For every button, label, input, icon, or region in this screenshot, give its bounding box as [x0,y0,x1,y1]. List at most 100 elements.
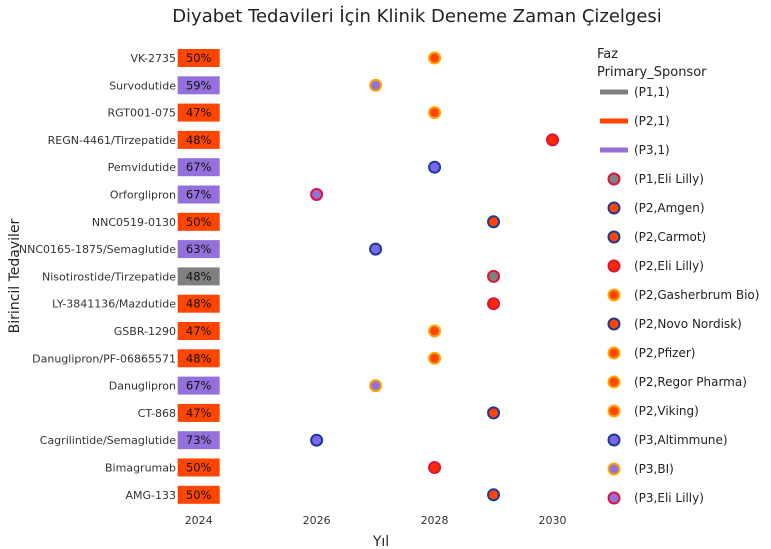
marker-point [487,215,501,229]
row-label: Survodutide [109,79,176,92]
phase-bar [177,349,220,368]
x-tick-label: 2030 [539,514,567,527]
x-axis-label: Yıl [372,534,389,549]
percent-label: 50% [186,488,212,502]
row-label: Pemvidutide [108,161,177,174]
legend-entry-label: (P2,Pfizer) [634,346,695,360]
x-tick-label: 2026 [303,514,331,527]
marker-point [428,351,442,365]
legend-entry-label: (P2,Regor Pharma) [634,375,747,389]
legend-entry-label: (P1,1) [634,85,670,99]
percent-label: 67% [186,188,212,202]
marker-point [546,133,560,147]
legend-marker-swatch [607,259,621,273]
x-tick-label: 2024 [185,514,213,527]
phase-bar [177,485,220,504]
percent-label: 63% [186,242,212,256]
chart-title: Diyabet Tedavileri İçin Klinik Deneme Za… [172,6,662,27]
percent-label: 47% [186,106,212,120]
marker-point [428,51,442,65]
row-label: REGN-4461/Tirzepatide [48,134,177,147]
phase-bar [177,431,220,450]
legend: Faz Primary_Sponsor (P1,1) (P2,1) (P3,1) (P1,… [597,47,759,505]
percent-label: 67% [186,160,212,174]
phase-bar [177,130,220,149]
row-label: NNC0519-0130 [92,216,176,229]
phase-bar [177,376,220,395]
legend-marker-swatch [607,462,621,476]
marker-point [428,461,442,474]
row-label: LY-3841136/Mazdutide [52,298,176,311]
marker-point [487,488,501,502]
legend-marker-swatch [607,230,621,244]
phase-bar [177,49,220,67]
row-label: Danuglipron [109,380,176,393]
phase-bar [177,322,220,340]
percent-label: 50% [186,215,212,229]
phase-bar [177,403,220,422]
phase-bar [177,158,220,177]
row-label: Cagrilintide/Semaglutide [40,434,176,447]
legend-marker-swatch [607,491,621,505]
percent-label: 67% [186,379,212,393]
legend-marker-swatch [607,404,621,418]
percent-label: 47% [186,406,212,420]
percent-label: 48% [186,351,212,365]
percent-label: 48% [186,133,212,147]
marker-point [487,269,501,283]
marker-point [487,406,501,420]
marker-point [369,78,383,92]
phase-bar [177,240,220,259]
marker-point [369,379,383,393]
legend-marker-swatch [607,172,621,186]
phase-bar [177,458,220,477]
x-ticks: 2024 2026 2028 2030 [185,514,567,527]
percent-label: 59% [186,78,212,92]
legend-entry-label: (P3,BI) [634,462,674,476]
percent-label: 50% [186,461,212,475]
marker-point [428,324,442,338]
legend-entry-label: (P2,Viking) [634,404,699,418]
legend-marker-swatch [607,433,621,447]
y-axis-label: Birincil Tedaviler [7,218,23,333]
percent-label: 48% [186,269,212,283]
legend-marker-swatch [607,201,621,215]
row-label: Nisotirostide/Tirzepatide [42,270,176,283]
marker-point [487,297,501,311]
row-label: CT-868 [138,407,176,420]
phase-bar [177,294,220,313]
legend-entry-label: (P2,1) [634,114,670,128]
marker-point [310,433,324,447]
percent-label: 73% [186,433,212,447]
percent-label: 48% [186,297,212,311]
percent-label: 47% [186,324,212,338]
row-label: GSBR-1290 [114,325,176,338]
phase-bar [177,212,220,231]
legend-entry-label: (P3,Eli Lilly) [634,491,704,505]
legend-entry-label: (P3,Altimmune) [634,433,728,447]
legend-entry-label: (P2,Gasherbrum Bio) [634,288,759,302]
x-tick-label: 2028 [421,514,449,527]
legend-marker-swatch [607,317,621,331]
row-label: AMG-133 [125,489,176,502]
phase-bar [177,103,220,122]
row-label: NNC0165-1875/Semaglutide [19,243,176,256]
legend-marker-swatch [607,346,621,360]
percent-label: 50% [186,51,212,65]
legend-entry-label: (P2,Novo Nordisk) [634,317,742,331]
phase-bar [177,185,220,204]
legend-title: Faz [597,47,618,62]
legend-entry-label: (P2,Eli Lilly) [634,259,704,273]
legend-entry-label: (P2,Carmot) [634,230,706,244]
markers-layer [310,51,560,502]
row-label: Bimagrumab [105,462,176,475]
legend-title: Primary_Sponsor [597,65,707,80]
marker-point [369,242,383,256]
legend-entry-label: (P1,Eli Lilly) [634,172,704,186]
legend-marker-swatch [607,288,621,302]
legend-entry-label: (P3,1) [634,143,670,157]
row-label: Danuglipron/PF-06865571 [32,352,176,365]
marker-point [310,188,324,201]
marker-point [428,106,442,120]
